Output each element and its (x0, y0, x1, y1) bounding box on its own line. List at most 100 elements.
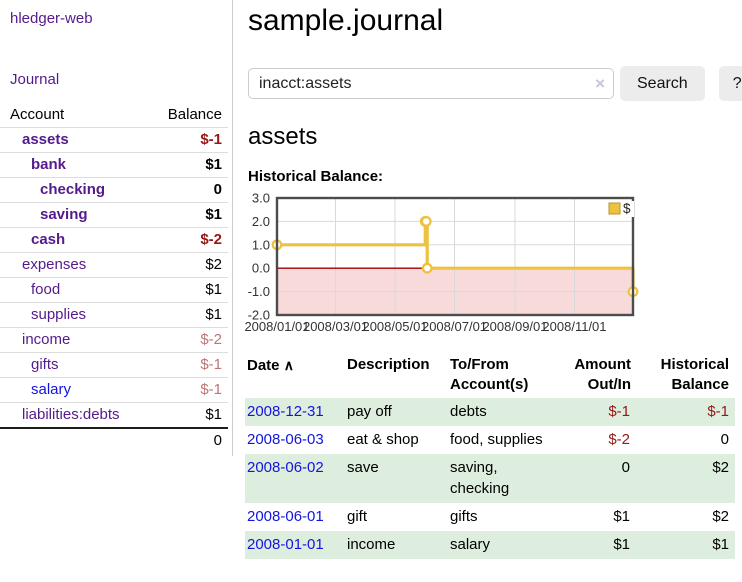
account-row: income $-2 (0, 327, 228, 353)
account-balance: $1 (146, 302, 228, 328)
search-button[interactable]: Search (620, 66, 705, 101)
balance-chart: $3.0 2.0 1.0 0.0 -1.0 -2.02008/01/012008/03/0… (244, 191, 639, 334)
register-row: 2008-06-01 gift gifts $1 $2 (245, 503, 735, 531)
register-balance-cell: $2 (712, 459, 729, 476)
account-link-expenses[interactable]: expenses (22, 256, 87, 273)
account-balance: $1 (146, 202, 228, 228)
transaction-date-link[interactable]: 2008-12-31 (247, 403, 324, 420)
account-link-gifts[interactable]: gifts (31, 356, 59, 373)
account-link-supplies[interactable]: supplies (31, 306, 87, 323)
register-date-cell: 2008-06-02 (245, 454, 345, 503)
svg-text:$: $ (623, 201, 631, 216)
account-row: bank $1 (0, 152, 228, 178)
account-cell: cash (0, 227, 147, 253)
accounts-header-line2: Account(s) (450, 376, 529, 393)
main-content: sample.journal × Search ? assets Histori… (244, 0, 742, 559)
register-description-cell: save (347, 459, 379, 476)
journal-link[interactable]: Journal (10, 71, 60, 88)
search-input-wrap: × (248, 68, 614, 99)
account-row: expenses $2 (0, 252, 228, 278)
account-link-cash[interactable]: cash (31, 231, 66, 248)
register-accounts-cell: saving, checking (450, 459, 510, 497)
chart-title: Historical Balance: (248, 168, 384, 185)
svg-text:2008/03/01: 2008/03/01 (303, 319, 368, 334)
account-link-checking[interactable]: checking (40, 181, 106, 198)
register-row: 2008-06-03 eat & shop food, supplies $-2 0 (245, 426, 735, 454)
account-link-assets[interactable]: assets (22, 131, 69, 148)
register-balance-cell: $2 (712, 508, 729, 525)
register-amount-cell: $-1 (608, 403, 630, 420)
register-header-description: Description (347, 356, 430, 373)
transaction-date-link[interactable]: 2008-06-03 (247, 431, 324, 448)
account-balance: $-2 (146, 327, 228, 353)
search-input[interactable] (248, 68, 614, 99)
register-date-cell: 2008-01-01 (245, 531, 345, 559)
svg-text:0.0: 0.0 (252, 261, 270, 276)
account-row: gifts $-1 (0, 352, 228, 378)
account-link-income[interactable]: income (22, 331, 71, 348)
accounts-total-value: 0 (213, 432, 222, 449)
account-row: assets $-1 (0, 127, 228, 153)
register-header-accounts: To/From Account(s) (448, 352, 548, 398)
svg-text:2008/09/01: 2008/09/01 (482, 319, 547, 334)
svg-text:3.0: 3.0 (252, 191, 270, 206)
account-link-food[interactable]: food (31, 281, 61, 298)
transaction-date-link[interactable]: 2008-01-01 (247, 536, 324, 553)
account-row: saving $1 (0, 202, 228, 228)
balance-chart-container: $3.0 2.0 1.0 0.0 -1.0 -2.0 2008/01/01 2008/03/0… (243, 191, 742, 338)
svg-text:2008/01/01: 2008/01/01 (244, 319, 309, 334)
sort-ascending-icon: ∧ (283, 357, 294, 373)
register-amount-cell: 0 (621, 459, 630, 476)
transaction-date-link[interactable]: 2008-06-01 (247, 508, 324, 525)
account-balance: $-1 (146, 352, 228, 378)
page-title: sample.journal (248, 4, 444, 37)
help-button[interactable]: ? (718, 66, 742, 101)
account-cell: assets (0, 127, 147, 153)
amount-header-line1: Amount (574, 356, 631, 373)
account-row: food $1 (0, 277, 228, 303)
register-header-date[interactable]: Date ∧ (245, 352, 345, 398)
transaction-date-link[interactable]: 2008-06-02 (247, 459, 324, 476)
svg-text:-2.0: -2.0 (248, 308, 270, 323)
account-link-salary[interactable]: salary (31, 381, 72, 398)
register-date-cell: 2008-12-31 (245, 398, 345, 426)
account-cell: food (0, 277, 147, 303)
accounts-table: Account Balance assets $-1 bank $1 checking 0… (0, 102, 228, 453)
accounts-total-spacer (0, 428, 146, 453)
account-link-saving[interactable]: saving (40, 206, 88, 223)
register-accounts-cell: salary (450, 536, 491, 553)
register-date-cell: 2008-06-03 (245, 426, 345, 454)
register-header-amount: Amount Out/In (548, 352, 633, 398)
account-cell: expenses (0, 252, 147, 278)
account-row: cash $-2 (0, 227, 228, 253)
svg-text:1.0: 1.0 (252, 237, 270, 252)
register-row: 2008-06-02 save saving, checking 0 $2 (245, 454, 735, 503)
svg-text:2008/11/01: 2008/11/01 (542, 319, 606, 334)
account-balance: $-2 (146, 227, 228, 253)
register-amount-cell: $1 (613, 536, 630, 553)
register-header-row: Date ∧ Description To/From Account(s) Amo… (245, 352, 735, 398)
register-balance-cell: 0 (720, 431, 729, 448)
account-cell: liabilities:debts (0, 402, 147, 429)
sidebar: hledger-web Journal Account Balance asse… (0, 0, 233, 456)
balance-header-line1: Historical (660, 356, 729, 373)
clear-search-icon[interactable]: × (595, 74, 605, 93)
register-accounts-cell: food, supplies (450, 431, 543, 448)
register-balance-cell: $-1 (707, 403, 729, 420)
register-accounts-cell: gifts (450, 508, 478, 525)
account-link-bank[interactable]: bank (31, 156, 67, 173)
account-cell: salary (0, 377, 147, 403)
account-row: supplies $1 (0, 302, 228, 328)
register-amount-cell: $-2 (608, 431, 630, 448)
app-title-link[interactable]: hledger-web (10, 10, 93, 27)
account-row: salary $-1 (0, 377, 228, 403)
account-row: liabilities:debts $1 (0, 402, 228, 429)
accounts-total-row: 0 (0, 428, 228, 453)
svg-text:2008/05/01: 2008/05/01 (362, 319, 427, 334)
register-date-cell: 2008-06-01 (245, 503, 345, 531)
account-link-liabilities-debts[interactable]: liabilities:debts (22, 406, 120, 423)
register-description-cell: eat & shop (347, 431, 419, 448)
account-balance: $1 (146, 277, 228, 303)
account-balance: 0 (146, 177, 228, 203)
account-row: checking 0 (0, 177, 228, 203)
